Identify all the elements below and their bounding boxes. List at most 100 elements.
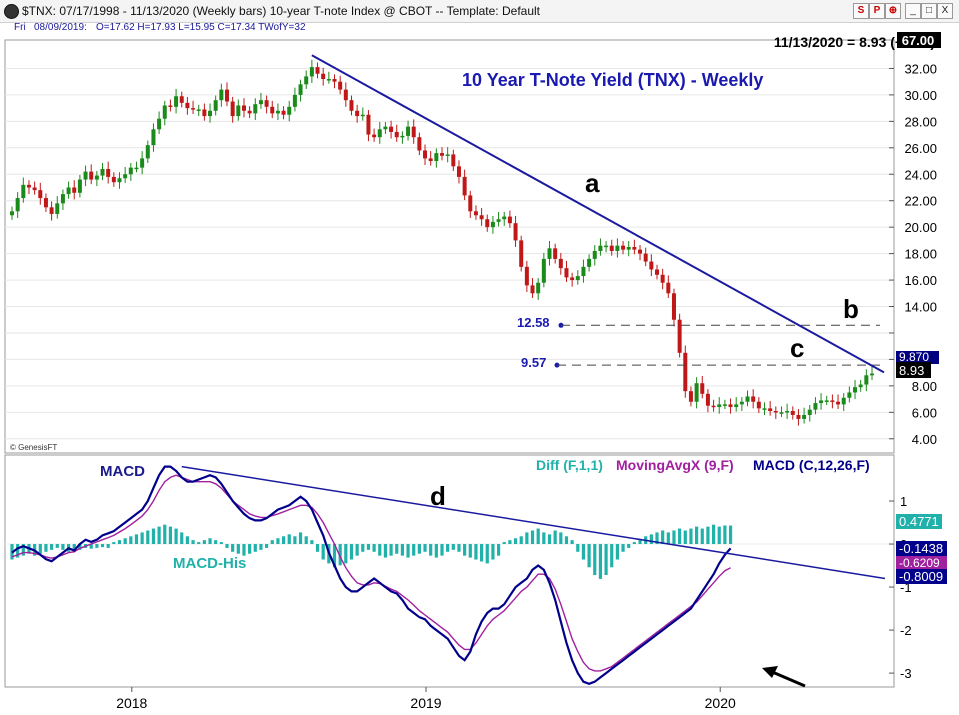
candle-body xyxy=(847,392,852,398)
right-value-box-9870 xyxy=(896,351,939,364)
histogram-bar xyxy=(485,544,489,564)
candle-body xyxy=(864,375,869,385)
histogram-bar xyxy=(530,530,535,545)
candle-body xyxy=(383,126,388,130)
candle-body xyxy=(598,245,603,251)
histogram-bar xyxy=(38,544,42,554)
candle-body xyxy=(326,79,331,81)
trend-value: -0.8009 xyxy=(899,569,943,584)
macd-tick-label: -1 xyxy=(900,580,912,595)
candle-body xyxy=(694,383,699,402)
candle-body xyxy=(264,100,269,107)
candle-body xyxy=(700,383,705,394)
candle-body xyxy=(179,96,184,103)
horizontal-levels xyxy=(554,322,880,368)
histogram-bar xyxy=(16,544,20,558)
histogram-bar xyxy=(610,544,614,568)
candle-body xyxy=(275,110,280,114)
candle-body xyxy=(321,73,326,80)
histogram-bar xyxy=(242,544,246,556)
histogram-bar xyxy=(400,544,404,556)
candle-body xyxy=(502,216,507,220)
info-date: 08/09/2019: xyxy=(34,22,87,33)
last-value-header: 11/13/2020 = 8.93 (+0.73) xyxy=(774,34,935,50)
histogram-bar xyxy=(457,544,461,552)
macd-panel-frame xyxy=(4,454,895,688)
histogram-bar xyxy=(627,544,631,548)
candle-body xyxy=(77,179,82,193)
histogram-bar xyxy=(72,544,76,552)
crosshair-icon[interactable]: ⊕ xyxy=(885,3,901,19)
histogram-bar xyxy=(412,544,416,556)
candle-body xyxy=(615,245,620,251)
candle-body xyxy=(739,401,744,405)
price-tick-label: 18.00 xyxy=(904,247,937,262)
histogram-bar xyxy=(304,536,308,545)
last-price-box xyxy=(896,362,931,378)
histogram-bar xyxy=(655,532,659,545)
price-y-axis: 4.00 6.00 8.00 14.00 16.00 18.00 20.00 22.00 24.… xyxy=(889,61,937,447)
minimize-button[interactable]: _ xyxy=(905,3,921,19)
candle-body xyxy=(609,245,614,251)
price-tick-label: 20.00 xyxy=(904,220,937,235)
histogram-bar xyxy=(95,544,99,548)
candle-body xyxy=(111,176,116,183)
candle-body xyxy=(355,110,360,117)
signal-line xyxy=(11,474,731,672)
macd-value-box xyxy=(896,541,947,556)
candle-body xyxy=(807,409,812,415)
candle-body xyxy=(196,109,201,111)
arrow-annotation xyxy=(762,666,806,688)
histogram-bar xyxy=(55,544,59,548)
candle-body xyxy=(773,411,778,413)
price-panel-frame xyxy=(4,39,895,454)
macd-tick-label: 1 xyxy=(900,494,907,509)
candle-body xyxy=(360,114,365,117)
histogram-bar xyxy=(570,540,574,545)
candle-body xyxy=(858,384,863,388)
candle-body xyxy=(677,319,682,353)
candle-body xyxy=(705,393,710,406)
candle-body xyxy=(128,167,133,175)
x-tick-label: 2018 xyxy=(116,695,147,711)
badge-bg xyxy=(897,32,941,48)
histogram-bar xyxy=(168,526,173,545)
candle-body xyxy=(524,266,529,286)
candle-body xyxy=(270,106,275,114)
close-button[interactable]: X xyxy=(937,3,953,19)
histogram-bar xyxy=(468,544,472,558)
histogram-bar xyxy=(253,544,257,552)
histogram-bar xyxy=(513,538,518,545)
candle-body xyxy=(485,219,490,228)
annotation-d: d xyxy=(430,481,446,511)
candle-body xyxy=(236,105,241,117)
histogram-bar xyxy=(117,540,122,545)
annotation-b: b xyxy=(843,294,859,324)
window-title: $TNX: 07/17/1998 - 11/13/2020 (Weekly ba… xyxy=(22,4,540,18)
histogram-bar xyxy=(638,540,642,545)
histogram-bar xyxy=(180,532,184,545)
candle-body xyxy=(717,404,722,408)
candle-body xyxy=(604,245,609,248)
candle-body xyxy=(332,79,337,82)
s-button[interactable]: S xyxy=(853,3,869,19)
macd-tick-label: -3 xyxy=(900,666,912,681)
maximize-button[interactable]: □ xyxy=(921,3,937,19)
price-tick-label: 22.00 xyxy=(904,194,937,209)
histogram-bar xyxy=(344,544,348,564)
candle-body xyxy=(462,176,467,196)
histogram-bar xyxy=(225,544,229,548)
macd-tick-label: -2 xyxy=(900,623,912,638)
histogram-bar xyxy=(383,544,388,558)
candle-body xyxy=(513,223,518,241)
candle-body xyxy=(304,76,309,85)
histogram-bar xyxy=(440,544,444,556)
p-button[interactable]: P xyxy=(869,3,885,19)
candle-body xyxy=(343,89,348,101)
candle-body xyxy=(38,190,43,199)
price-tick-label: 4.00 xyxy=(912,432,937,447)
candle-body xyxy=(185,102,190,109)
candle-body xyxy=(298,84,303,95)
candle-body xyxy=(451,154,456,167)
